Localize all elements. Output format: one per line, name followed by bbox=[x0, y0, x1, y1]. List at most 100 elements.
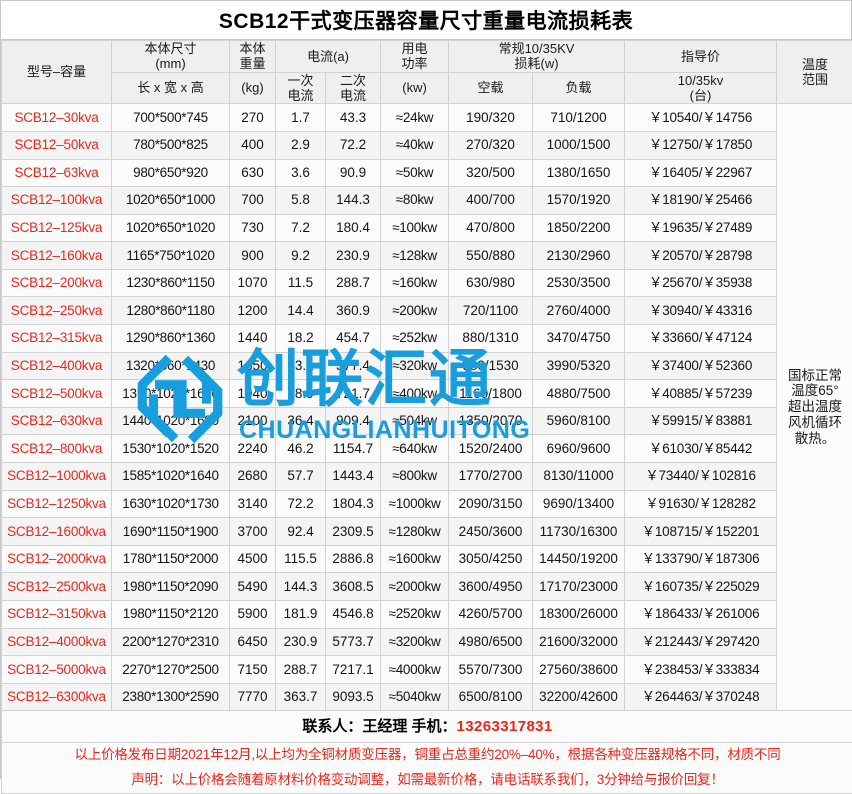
row-weight: 6450 bbox=[230, 628, 276, 656]
row-power: ≈2520kw bbox=[381, 601, 449, 629]
th-temperature-label1: 温度 bbox=[779, 57, 851, 72]
th-price: 指导价 bbox=[625, 41, 777, 73]
temperature-note-line: 散热。 bbox=[779, 431, 851, 447]
row-noload-loss: 6500/8100 bbox=[449, 683, 533, 711]
row-secondary-current: 144.3 bbox=[326, 187, 381, 215]
row-secondary-current: 1443.4 bbox=[326, 463, 381, 491]
row-dimension: 1530*1020*1520 bbox=[112, 435, 230, 463]
row-model: SCB12–100kva bbox=[2, 187, 112, 215]
th-current-primary-2: 电流 bbox=[278, 88, 323, 103]
row-dimension: 700*500*745 bbox=[112, 104, 230, 132]
row-load-loss: 710/1200 bbox=[533, 104, 625, 132]
row-weight: 5490 bbox=[230, 573, 276, 601]
row-noload-loss: 4980/6500 bbox=[449, 628, 533, 656]
row-model: SCB12–125kva bbox=[2, 214, 112, 242]
row-power: ≈1280kw bbox=[381, 518, 449, 546]
row-primary-current: 144.3 bbox=[276, 573, 326, 601]
row-power: ≈40kw bbox=[381, 131, 449, 159]
row-load-loss: 6960/9600 bbox=[533, 435, 625, 463]
row-primary-current: 288.7 bbox=[276, 656, 326, 684]
row-noload-loss: 1160/1800 bbox=[449, 380, 533, 408]
th-loss-label1: 常规10/35KV bbox=[451, 41, 622, 56]
row-dimension: 1230*860*1150 bbox=[112, 269, 230, 297]
th-temperature-label2: 范围 bbox=[779, 72, 851, 87]
row-price: ￥20570/￥28798 bbox=[625, 242, 777, 270]
row-secondary-current: 3608.5 bbox=[326, 573, 381, 601]
row-power: ≈1000kw bbox=[381, 490, 449, 518]
contact-label: 联系人：王经理 手机： bbox=[302, 718, 456, 735]
row-secondary-current: 5773.7 bbox=[326, 628, 381, 656]
row-noload-loss: 3050/4250 bbox=[449, 545, 533, 573]
temperature-note-line: 超出温度 bbox=[779, 399, 851, 415]
row-model: SCB12–315kva bbox=[2, 325, 112, 353]
row-price: ￥30940/￥43316 bbox=[625, 297, 777, 325]
row-price: ￥212443/￥297420 bbox=[625, 628, 777, 656]
row-load-loss: 32200/42600 bbox=[533, 683, 625, 711]
row-weight: 2100 bbox=[230, 407, 276, 435]
row-noload-loss: 2090/3150 bbox=[449, 490, 533, 518]
row-primary-current: 11.5 bbox=[276, 269, 326, 297]
row-load-loss: 1000/1500 bbox=[533, 131, 625, 159]
row-model: SCB12–6300kva bbox=[2, 683, 112, 711]
temperature-note-cell: 国标正常温度65°超出温度风机循环散热。 bbox=[777, 104, 852, 711]
row-primary-current: 28.9 bbox=[276, 380, 326, 408]
row-weight: 700 bbox=[230, 187, 276, 215]
row-model: SCB12–50kva bbox=[2, 131, 112, 159]
row-weight: 1200 bbox=[230, 297, 276, 325]
row-primary-current: 23.1 bbox=[276, 352, 326, 380]
row-model: SCB12–160kva bbox=[2, 242, 112, 270]
row-weight: 1650 bbox=[230, 352, 276, 380]
th-dimension-sub: 长 x 宽 x 高 bbox=[112, 72, 230, 104]
th-price-sub-1: 10/35kv bbox=[627, 73, 774, 88]
row-dimension: 1370*1020*1600 bbox=[112, 380, 230, 408]
row-power: ≈1600kw bbox=[381, 545, 449, 573]
row-load-loss: 9690/13400 bbox=[533, 490, 625, 518]
row-price: ￥91630/￥128282 bbox=[625, 490, 777, 518]
temperature-note-line: 国标正常 bbox=[779, 368, 851, 384]
row-primary-current: 72.2 bbox=[276, 490, 326, 518]
th-power: 用电 功率 bbox=[381, 41, 449, 73]
th-power-label1: 用电 bbox=[383, 41, 446, 56]
th-loss-noload: 空载 bbox=[449, 72, 533, 104]
contact-phone[interactable]: 13263317831 bbox=[457, 718, 553, 735]
row-noload-loss: 470/800 bbox=[449, 214, 533, 242]
row-noload-loss: 1770/2700 bbox=[449, 463, 533, 491]
row-secondary-current: 7217.1 bbox=[326, 656, 381, 684]
row-power: ≈504kw bbox=[381, 407, 449, 435]
th-current-secondary-2: 电流 bbox=[328, 88, 378, 103]
row-dimension: 1630*1020*1730 bbox=[112, 490, 230, 518]
row-noload-loss: 2450/3600 bbox=[449, 518, 533, 546]
row-noload-loss: 320/500 bbox=[449, 159, 533, 187]
row-dimension: 780*500*825 bbox=[112, 131, 230, 159]
th-current-primary-1: 一次 bbox=[278, 73, 323, 88]
row-model: SCB12–400kva bbox=[2, 352, 112, 380]
row-secondary-current: 721.7 bbox=[326, 380, 381, 408]
row-load-loss: 1570/1920 bbox=[533, 187, 625, 215]
row-power: ≈640kw bbox=[381, 435, 449, 463]
row-secondary-current: 230.9 bbox=[326, 242, 381, 270]
row-secondary-current: 72.2 bbox=[326, 131, 381, 159]
row-primary-current: 18.2 bbox=[276, 325, 326, 353]
th-weight-label2: 重量 bbox=[232, 56, 273, 71]
row-primary-current: 7.2 bbox=[276, 214, 326, 242]
row-secondary-current: 288.7 bbox=[326, 269, 381, 297]
row-power: ≈128kw bbox=[381, 242, 449, 270]
row-power: ≈200kw bbox=[381, 297, 449, 325]
row-primary-current: 230.9 bbox=[276, 628, 326, 656]
row-power: ≈24kw bbox=[381, 104, 449, 132]
row-dimension: 1585*1020*1640 bbox=[112, 463, 230, 491]
row-dimension: 2200*1270*2310 bbox=[112, 628, 230, 656]
th-loss-label2: 损耗(w) bbox=[451, 56, 622, 71]
row-dimension: 980*650*920 bbox=[112, 159, 230, 187]
table-footer: 联系人：王经理 手机：13263317831 以上价格发布日期2021年12月,… bbox=[2, 711, 852, 794]
row-price: ￥19635/￥27489 bbox=[625, 214, 777, 242]
notice-line-2: 声明：以上价格会随着原材料价格变动调整，如需最新价格，请电话联系我们，3分钟给与… bbox=[4, 768, 851, 793]
row-price: ￥25670/￥35938 bbox=[625, 269, 777, 297]
row-power: ≈3200kw bbox=[381, 628, 449, 656]
